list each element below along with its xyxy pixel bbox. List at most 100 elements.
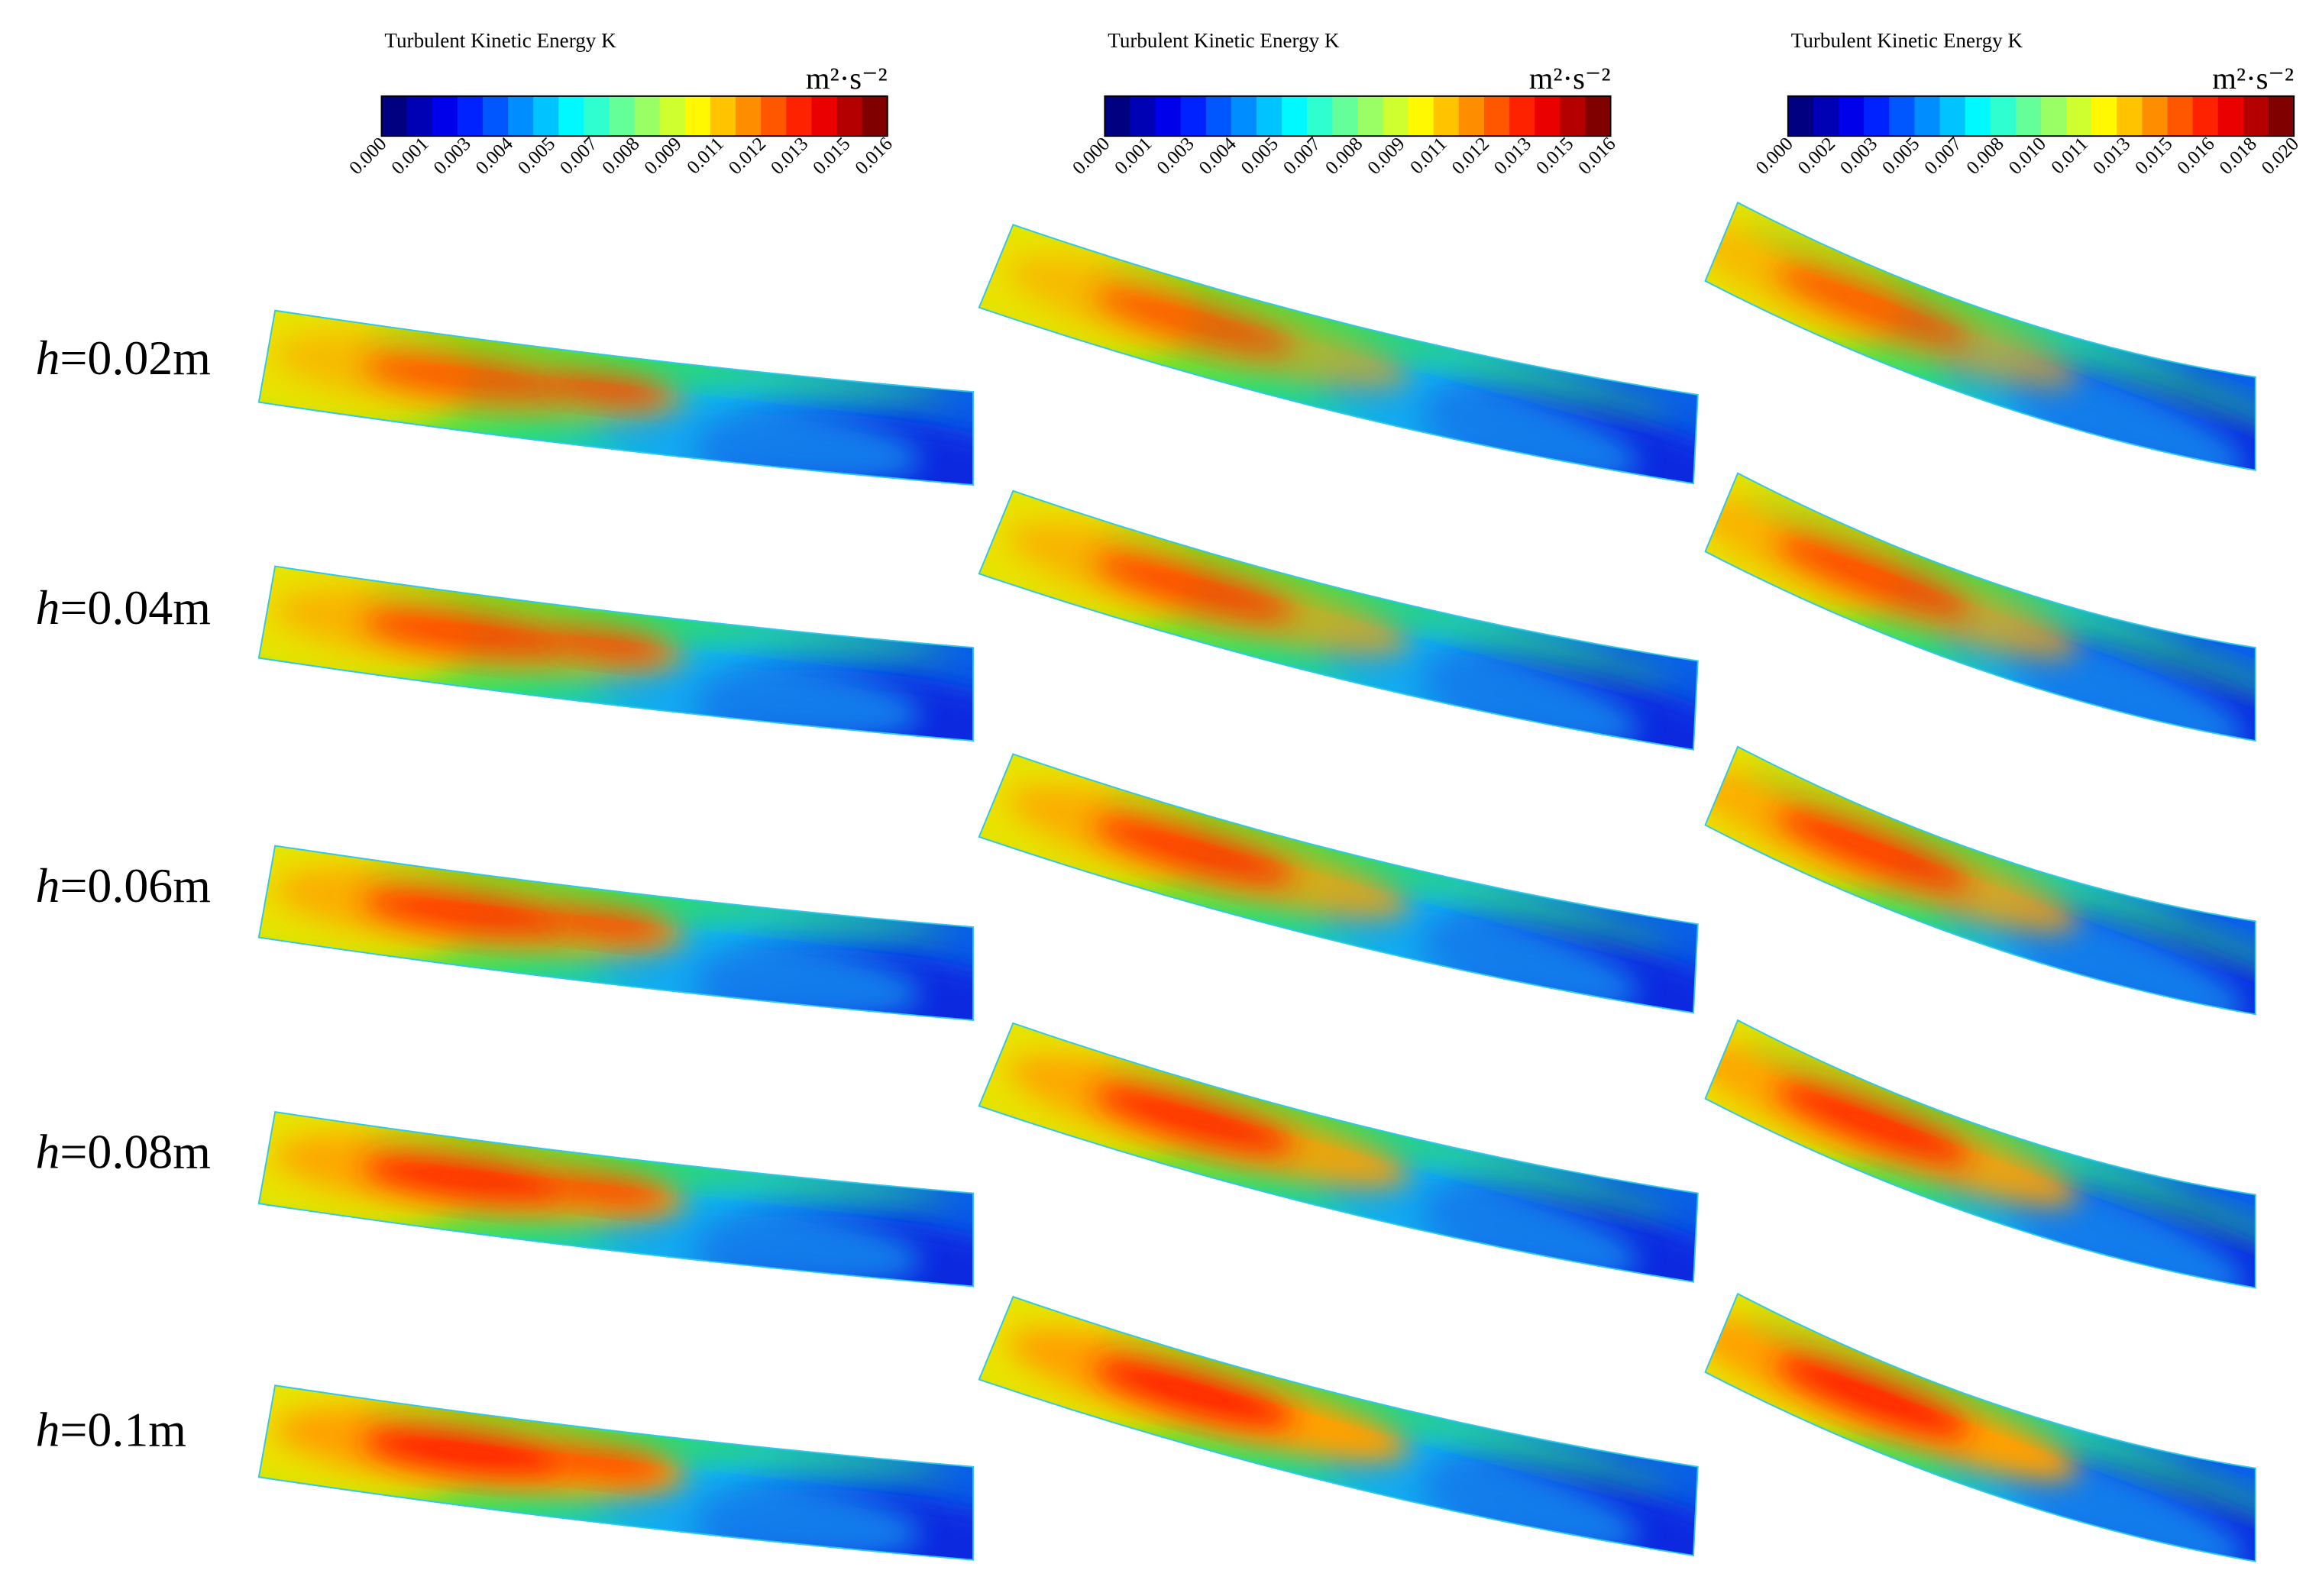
colorbar-step xyxy=(533,95,560,137)
row-label-symbol: h xyxy=(35,858,60,913)
colorbar-tick-label: 0.008 xyxy=(599,134,644,179)
contour-region xyxy=(548,371,666,405)
colorbar-frame xyxy=(1787,95,2295,137)
colorbar-tick-label: 0.011 xyxy=(2048,134,2092,178)
colorbar-unit: m²·s⁻² xyxy=(806,61,888,95)
colorbar-step xyxy=(457,95,484,137)
contour-region xyxy=(1745,1039,2256,1249)
colorbar: Turbulent Kinetic Energy Km²·s⁻²0.0000.0… xyxy=(1069,29,1619,179)
colorbar-step xyxy=(1914,95,1941,137)
colorbar-step xyxy=(2268,95,2295,137)
contour-region xyxy=(1094,816,1295,884)
contour-region xyxy=(548,1173,666,1206)
contour-region xyxy=(548,1446,666,1479)
contour-region xyxy=(364,864,953,938)
panel-outline xyxy=(257,845,975,1022)
colorbar-tick-label: 0.012 xyxy=(1448,134,1493,179)
contour-region xyxy=(548,627,666,661)
colorbar-step xyxy=(2015,95,2042,137)
contour-fill xyxy=(1705,1294,2256,1562)
contour-region xyxy=(1103,789,1674,948)
contour-fill xyxy=(258,310,974,486)
contour-region xyxy=(364,1404,953,1477)
colorbar-step xyxy=(1257,95,1283,137)
colorbar-step xyxy=(1509,95,1536,137)
panel-outline xyxy=(257,1110,975,1287)
contour-region xyxy=(1745,766,2256,975)
colorbar-step xyxy=(2243,95,2269,137)
panel-outline xyxy=(978,224,1699,485)
contour-panel xyxy=(1704,201,2256,471)
colorbar-step xyxy=(1205,95,1232,137)
colorbar-step xyxy=(1864,95,1890,137)
contour-region xyxy=(1103,525,1674,684)
colorbar-step xyxy=(1180,95,1207,137)
colorbar-tick-label: 0.005 xyxy=(1878,134,1923,179)
colorbar-step xyxy=(2091,95,2118,137)
contour-region xyxy=(1103,1058,1674,1216)
colorbar-tick-label: 0.013 xyxy=(2089,134,2134,179)
colorbar-step xyxy=(2217,95,2244,137)
contour-region xyxy=(362,353,569,401)
panel-outline xyxy=(978,489,1699,751)
contour-fill xyxy=(978,1023,1698,1282)
contour-panel xyxy=(978,1295,1699,1557)
colorbar-tick-label: 0.011 xyxy=(684,134,728,178)
contour-region xyxy=(1745,221,2256,431)
contour-panel xyxy=(978,489,1699,751)
contour-region xyxy=(1775,263,1971,347)
colorbar-tick-label: 0.004 xyxy=(472,134,517,179)
colorbar-tick-label: 0.001 xyxy=(1111,134,1156,179)
contour-panel xyxy=(257,1384,975,1561)
contour-region xyxy=(1094,1359,1295,1427)
colorbar-step xyxy=(1130,95,1156,137)
colorbar-step xyxy=(736,95,762,137)
colorbar-tick-label: 0.013 xyxy=(1490,134,1535,179)
row-label-text: =0.02m xyxy=(60,331,211,385)
contour-region xyxy=(1775,1081,1971,1165)
contour-region xyxy=(1103,259,1674,418)
colorbar-tick-label: 0.004 xyxy=(1195,134,1240,179)
colorbar-tick-label: 0.007 xyxy=(1920,134,1965,179)
colorbar-step xyxy=(1282,95,1308,137)
contour-fill xyxy=(978,1297,1698,1556)
colorbar-step xyxy=(482,95,509,137)
contour-fill xyxy=(1705,746,2256,1015)
colorbar-title: Turbulent Kinetic Energy K xyxy=(1108,29,1340,52)
colorbar-tick-label: 0.005 xyxy=(514,134,559,179)
colorbar-tick-label: 0.016 xyxy=(1574,134,1619,179)
colorbar-step xyxy=(1939,95,1966,137)
colorbar-tick-label: 0.003 xyxy=(1153,134,1198,179)
row-label-text: =0.08m xyxy=(60,1125,211,1179)
colorbar-tick-label: 0.010 xyxy=(2005,134,2050,179)
row-label: h=0.06m xyxy=(35,858,210,913)
contour-region xyxy=(1324,1165,1640,1278)
colorbar-tick-label: 0.015 xyxy=(1532,134,1577,179)
contour-fill xyxy=(258,1112,974,1287)
contour-panel xyxy=(257,309,975,486)
colorbar-step xyxy=(1787,95,1814,137)
panel-outline xyxy=(1704,472,2256,742)
contour-region xyxy=(362,888,569,936)
contour-panel xyxy=(978,753,1699,1014)
colorbar-step xyxy=(1433,95,1460,137)
contour-region xyxy=(1103,1331,1674,1490)
row-label-symbol: h xyxy=(35,580,60,635)
contour-region xyxy=(1094,553,1295,622)
contour-fill xyxy=(978,754,1698,1013)
colorbar-tick-label: 0.015 xyxy=(809,134,854,179)
colorbar-step xyxy=(786,95,813,137)
colorbar-step xyxy=(1839,95,1865,137)
colorbar-tick-label: 0.018 xyxy=(2216,134,2261,179)
colorbar-step xyxy=(1535,95,1561,137)
panel-outline xyxy=(1704,1292,2256,1562)
panel-outline xyxy=(257,1384,975,1561)
row-label-text: =0.04m xyxy=(60,580,211,635)
contour-fill xyxy=(978,490,1698,750)
contour-panel xyxy=(257,845,975,1022)
colorbar-tick-label: 0.009 xyxy=(641,134,686,179)
row-label: h=0.04m xyxy=(35,580,210,635)
colorbar-step xyxy=(862,95,888,137)
colorbar-tick-label: 0.007 xyxy=(1279,134,1324,179)
